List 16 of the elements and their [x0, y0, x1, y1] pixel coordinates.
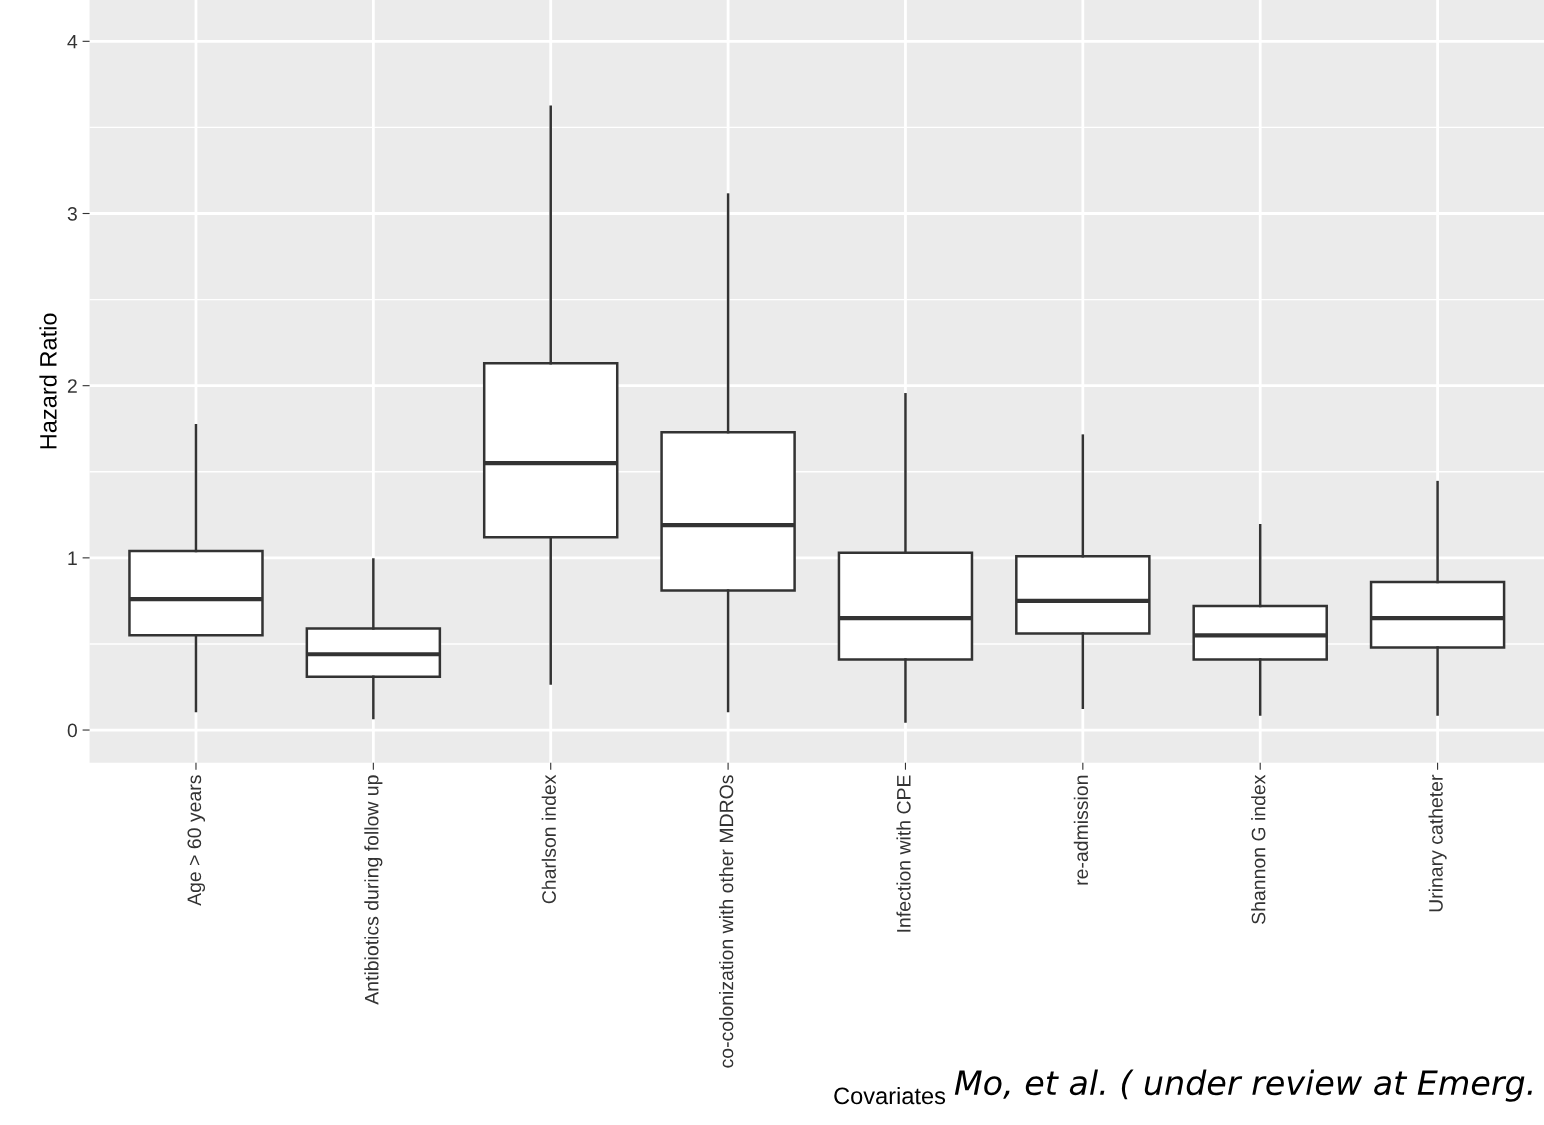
x-tick-label: Antibiotics during follow up: [364, 775, 383, 1005]
y-tick-label: 1: [68, 551, 77, 565]
x-tick-label: Age > 60 years: [187, 775, 206, 906]
x-tick-label: Charlson index: [541, 774, 556, 904]
y-tick-label: 0: [67, 723, 77, 738]
x-tick-label: Urinary catheter: [1428, 774, 1447, 912]
x-tick-label: Infection with CPE: [896, 775, 911, 932]
x-tick-label: re-admission: [1073, 775, 1089, 885]
y-axis-title: Hazard Ratio: [39, 313, 57, 449]
x-axis-title: Covariates: [834, 1086, 946, 1105]
y-tick-label: 3: [67, 206, 77, 221]
x-tick-label: Shannon G index: [1251, 774, 1266, 924]
x-tick-label: co-colonization with other MDROs: [719, 775, 734, 1068]
y-tick-label: 4: [67, 34, 78, 49]
y-tick-label: 2: [67, 379, 77, 393]
text: Mo, et al. ( under review at Emerg.: [954, 1069, 1532, 1102]
